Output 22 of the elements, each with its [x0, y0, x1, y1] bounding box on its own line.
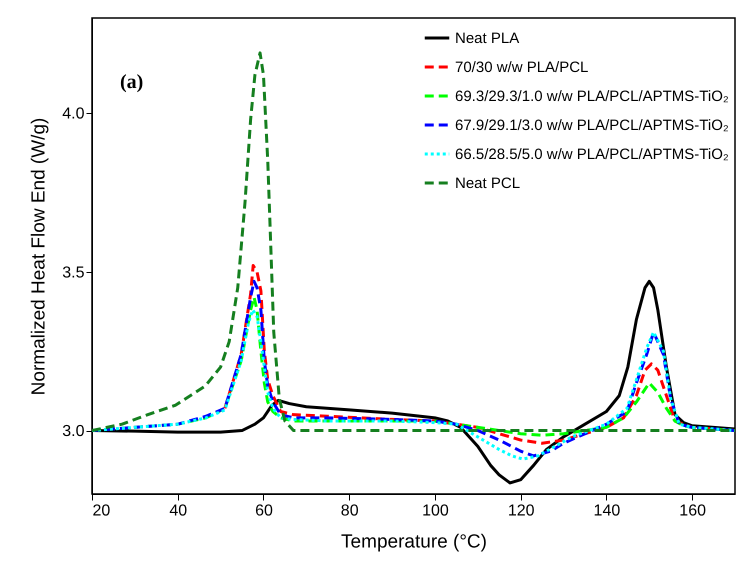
legend-label: 70/30 w/w PLA/PCL [455, 59, 588, 76]
x-axis-title: Temperature (°C) [341, 532, 487, 552]
legend-label: Neat PCL [455, 175, 520, 192]
line-series [92, 51, 735, 432]
x-tick-label: 20 [92, 502, 110, 520]
x-tick-label: 80 [340, 502, 359, 520]
x-tick-label: 100 [422, 502, 449, 520]
y-axis-title: Normalized Heat Flow End (W/g) [28, 118, 50, 396]
legend-label: 67.9/29.1/3.0 w/w PLA/PCL/APTMS-TiO₂ [455, 117, 729, 134]
y-tick-label: 3.5 [62, 264, 85, 282]
legend-label: Neat PLA [455, 30, 520, 47]
y-tick-label: 4.0 [62, 106, 85, 123]
legend-label: 66.5/28.5/5.0 w/w PLA/PCL/APTMS-TiO₂ [455, 146, 729, 163]
annotation: (a) [120, 71, 144, 93]
y-tick-label: 3.0 [62, 423, 85, 440]
x-tick-label: 120 [508, 502, 535, 520]
legend-label: 69.3/29.3/1.0 w/w PLA/PCL/APTMS-TiO₂ [455, 88, 729, 105]
x-tick-label: 140 [594, 502, 620, 520]
x-tick-label: 40 [169, 502, 188, 520]
x-tick-label: 160 [679, 502, 706, 520]
x-tick-label: 60 [255, 502, 273, 520]
line-series [92, 308, 735, 461]
